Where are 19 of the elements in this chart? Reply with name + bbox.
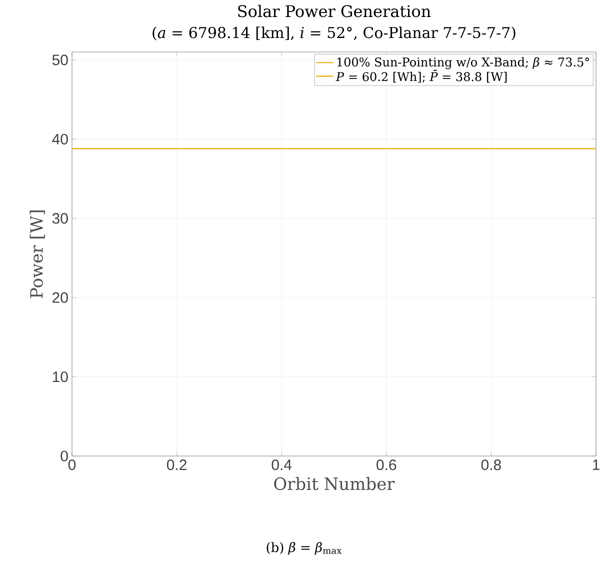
y-tick-label: 40 bbox=[52, 134, 68, 144]
y-tick-label: 0 bbox=[60, 450, 68, 462]
y-tick-label: 20 bbox=[52, 292, 68, 303]
x-tick-label: 1 bbox=[592, 460, 600, 470]
chart-subtitle: (a = 6798.14 [km], i = 52°, Co-Planar 7-7-5-7-7) bbox=[152, 26, 516, 40]
y-axis-title: Power [W] bbox=[30, 210, 45, 298]
legend-label: 100% Sun-Pointing w/o X-Band; β ≈ 73.5° bbox=[337, 57, 590, 70]
x-axis-title: Orbit Number bbox=[274, 477, 395, 490]
y-tick-label: 30 bbox=[52, 213, 68, 224]
x-tick-label: 0.2 bbox=[166, 460, 186, 470]
x-tick-label: 0.6 bbox=[376, 460, 396, 470]
y-tick-label: 10 bbox=[52, 371, 68, 382]
chart-title: Solar Power Generation bbox=[238, 4, 431, 18]
annotation: P = 60.2 [Wh]; P̄ = 38.8 [W] bbox=[336, 70, 507, 83]
x-tick-label: 0.8 bbox=[481, 460, 501, 470]
x-tick-label: 0.4 bbox=[272, 460, 292, 470]
text: (b) β = β$_{max}$ bbox=[266, 542, 342, 555]
y-tick-label: 50 bbox=[52, 54, 68, 66]
x-tick-label: 0 bbox=[68, 460, 76, 470]
